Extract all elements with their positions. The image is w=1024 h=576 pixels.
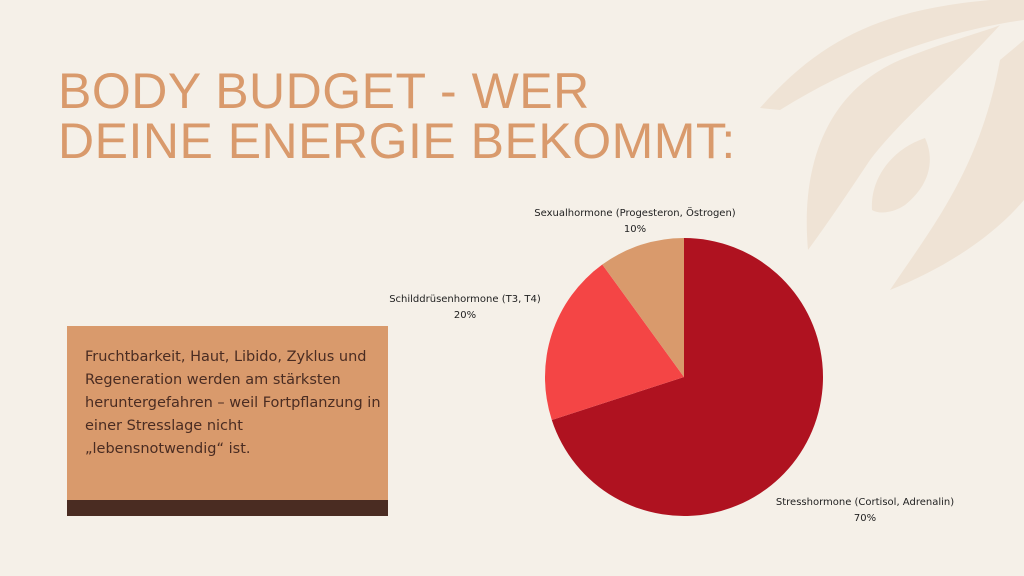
title-line-1: BODY BUDGET - WER <box>58 63 590 119</box>
slice-schilddruesenhormone <box>545 264 684 420</box>
slice-sexualhormone <box>602 238 684 377</box>
info-card-text: Fruchtbarkeit, Haut, Libido, Zyklus und … <box>85 349 381 457</box>
slice-stresshormone <box>551 238 823 516</box>
page-title: BODY BUDGET - WER DEINE ENERGIE BEKOMMT: <box>58 66 736 166</box>
label-sexualhormone: Sexualhormone (Progesteron, Östrogen) 10… <box>534 208 736 235</box>
info-card-footer-bar <box>67 500 388 516</box>
label-stresshormone: Stresshormone (Cortisol, Adrenalin) 70% <box>775 497 955 524</box>
title-line-2: DEINE ENERGIE BEKOMMT: <box>58 113 736 169</box>
info-card: Fruchtbarkeit, Haut, Libido, Zyklus und … <box>67 326 388 516</box>
pie-slices <box>545 238 823 516</box>
label-schilddruesenhormone: Schilddrüsenhormone (T3, T4) 20% <box>389 294 541 321</box>
